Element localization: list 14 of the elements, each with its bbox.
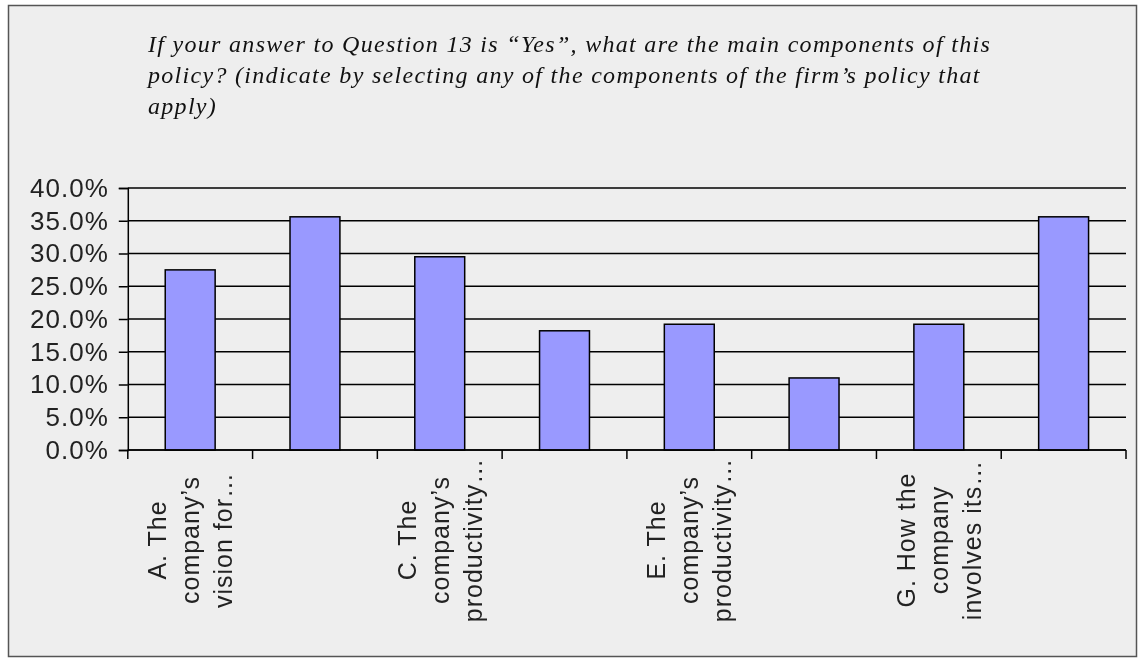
y-tick-label: 5.0% [45, 402, 109, 433]
x-tick-label: E. The company’s productivity… [642, 457, 737, 623]
y-tick-label: 15.0% [30, 336, 109, 367]
x-tick-label: C. The company’s productivity… [392, 457, 487, 623]
chart-title: If your answer to Question 13 is “Yes”, what are the main components of this policy? (indicate by selecting any of the components of the firm’s policy that apply) [146, 31, 992, 119]
y-tick-label: 30.0% [30, 238, 109, 269]
y-tick-label: 10.0% [30, 369, 109, 400]
y-tick-label: 20.0% [30, 303, 109, 334]
x-tick-label: A. The company’s vision for… [143, 471, 238, 609]
y-tick-label: 40.0% [30, 172, 109, 203]
y-tick-label: 35.0% [30, 205, 109, 236]
x-tick-label: G. How the company involves its… [891, 459, 986, 621]
y-tick-label: 25.0% [30, 271, 109, 302]
y-tick-label: 0.0% [45, 434, 109, 465]
